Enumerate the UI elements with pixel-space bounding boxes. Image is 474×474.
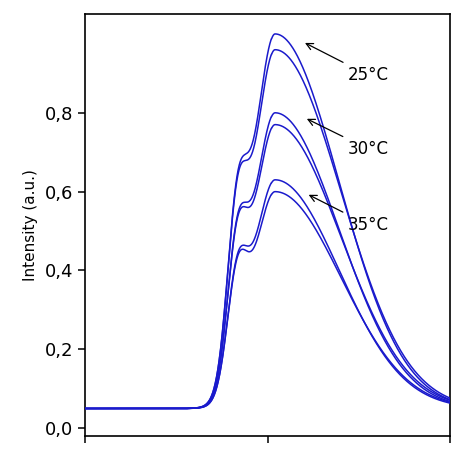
- Text: 30°C: 30°C: [308, 119, 389, 158]
- Y-axis label: Intensity (a.u.): Intensity (a.u.): [23, 169, 38, 281]
- Text: 35°C: 35°C: [310, 195, 389, 234]
- Text: 25°C: 25°C: [306, 44, 389, 84]
